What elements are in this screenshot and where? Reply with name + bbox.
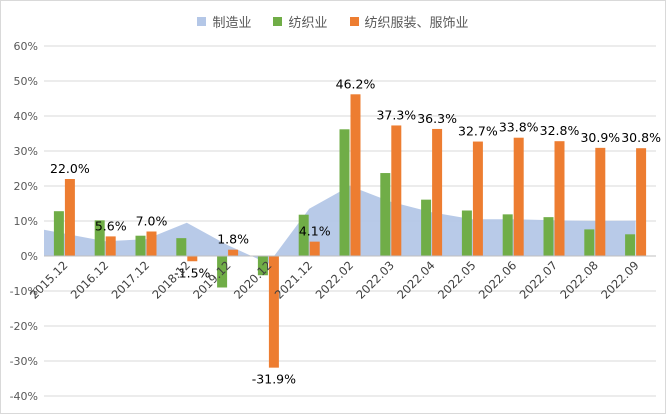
y-tick-label: -30% [10,355,38,368]
legend-item-textile: 纺织业 [273,12,328,31]
bar-apparel [636,148,647,256]
legend-item-manufacturing: 制造业 [197,12,251,31]
y-tick-label: -40% [10,390,38,403]
x-tick-label: 2022.08 [557,258,601,302]
data-label-apparel: 33.8% [499,120,539,135]
bar-apparel [391,125,402,256]
bar-textile [339,129,350,256]
bar-apparel [350,94,361,256]
bar-textile [94,220,105,256]
bar-apparel [513,137,524,256]
bar-apparel [595,147,606,256]
legend-item-apparel: 纺织服装、服饰业 [349,12,469,31]
bar-apparel [472,141,483,256]
y-tick-label: -20% [10,320,38,333]
x-tick-label: 2022.09 [598,258,642,302]
data-label-apparel: 46.2% [336,76,376,91]
x-tick-label: 2022.06 [476,258,520,302]
bar-textile [543,217,554,256]
bar-textile [298,214,309,256]
data-label-apparel: 7.0% [136,214,168,229]
data-label-apparel: 22.0% [50,161,90,176]
bar-textile [421,199,432,256]
data-label-apparel: 4.1% [299,224,331,239]
y-tick-label: 20% [14,180,38,193]
data-label-apparel: -1.5% [174,265,210,280]
bar-apparel [228,249,239,256]
data-label-apparel: 32.7% [458,124,498,139]
y-tick-label: -10% [10,285,38,298]
x-tick-label: 2022.05 [435,258,479,302]
data-label-apparel: 37.3% [376,107,416,122]
bar-apparel [268,256,279,368]
bar-textile [584,229,595,256]
x-tick-label: 2022.04 [394,258,438,302]
y-tick-label: 40% [14,110,38,123]
bar-textile [53,211,64,256]
bar-textile [176,238,187,256]
bar-textile [461,210,472,256]
data-label-apparel: 32.8% [540,123,580,138]
y-tick-label: 60% [14,40,38,53]
x-tick-label: 2015.12 [27,258,71,302]
bar-textile [217,256,228,288]
x-tick-label: 2017.12 [109,258,153,302]
bar-apparel [146,231,157,256]
data-label-apparel: 36.3% [417,111,457,126]
y-tick-label: 10% [14,215,38,228]
bar-textile [380,173,391,256]
y-tick-label: 0% [21,250,38,263]
legend: 制造业 纺织业 纺织服装、服饰业 [0,8,666,34]
x-tick-label: 2016.12 [68,258,112,302]
bar-textile [625,234,636,256]
data-label-apparel: -31.9% [252,372,296,387]
legend-swatch-manufacturing [197,16,207,26]
bar-apparel [432,128,443,256]
bar-apparel [309,241,320,256]
data-label-apparel: 5.6% [95,218,127,233]
bar-textile [135,235,146,256]
data-label-apparel: 30.8% [621,130,661,145]
legend-label-textile: 纺织业 [288,15,328,31]
x-tick-label: 2022.03 [353,258,397,302]
bar-textile [502,214,513,256]
bar-apparel [64,179,75,256]
data-label-apparel: 1.8% [217,232,249,247]
x-tick-label: 2020.12 [231,258,275,302]
x-tick-label: 2022.02 [313,258,357,302]
data-label-apparel: 30.9% [580,130,620,145]
bar-apparel [554,141,565,256]
x-tick-label: 2022.07 [517,258,561,302]
legend-label-apparel: 纺织服装、服饰业 [364,15,469,31]
bar-textile [257,256,268,276]
bar-apparel [187,256,198,262]
legend-swatch-apparel [349,16,359,26]
legend-swatch-textile [273,16,283,26]
bar-apparel [105,236,116,256]
y-tick-label: 50% [14,75,38,88]
legend-label-manufacturing: 制造业 [212,15,252,31]
y-tick-label: 30% [14,145,38,158]
